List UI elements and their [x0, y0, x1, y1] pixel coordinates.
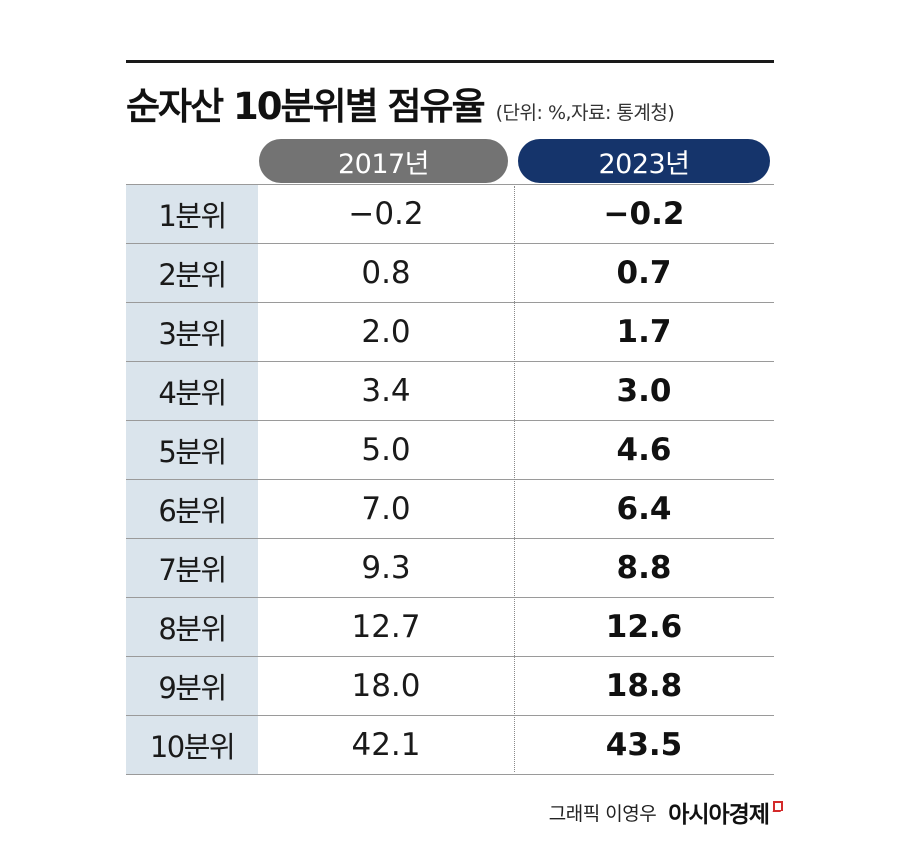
- chart-title: 순자산 10분위별 점유율: [126, 85, 486, 128]
- column-header-2023: 2023년: [518, 139, 770, 183]
- chart-subtitle: (단위: %,자료: 통계청): [495, 102, 675, 124]
- value-2017: 12.7: [351, 609, 421, 645]
- top-rule: [126, 60, 774, 63]
- decile-label: 3분위: [126, 303, 258, 361]
- value-2017: 18.0: [351, 668, 421, 704]
- table-row: 6분위 7.0 6.4: [126, 479, 774, 538]
- table-row: 1분위 −0.2 −0.2: [126, 184, 774, 243]
- table-row: 2분위 0.8 0.7: [126, 243, 774, 302]
- publisher-logo: 아시아경제: [668, 802, 770, 828]
- value-2017: 0.8: [361, 255, 411, 291]
- table-row: 10분위 42.1 43.5: [126, 715, 774, 775]
- table-row: 7분위 9.3 8.8: [126, 538, 774, 597]
- decile-label: 4분위: [126, 362, 258, 420]
- table-row: 5분위 5.0 4.6: [126, 420, 774, 479]
- value-2023: 4.6: [616, 432, 672, 468]
- decile-label: 8분위: [126, 598, 258, 656]
- data-table: 1분위 −0.2 −0.2 2분위 0.8 0.7 3분위 2.0 1.7 4분위 3.4 3.0 5분…: [126, 184, 774, 775]
- value-2017: −0.2: [348, 196, 424, 232]
- value-2023: 3.0: [616, 373, 672, 409]
- title-row: 순자산 10분위별 점유율 (단위: %,자료: 통계청): [126, 76, 776, 128]
- value-2023: 12.6: [605, 609, 683, 645]
- credit: 그래픽 이영우 아시아경제: [548, 795, 783, 829]
- decile-label: 7분위: [126, 539, 258, 597]
- table-row: 3분위 2.0 1.7: [126, 302, 774, 361]
- decile-label: 9분위: [126, 657, 258, 715]
- table-row: 4분위 3.4 3.0: [126, 361, 774, 420]
- graphic-credit: 그래픽 이영우: [548, 802, 657, 825]
- decile-label: 1분위: [126, 185, 258, 243]
- value-2017: 9.3: [361, 550, 411, 586]
- decile-label: 6분위: [126, 480, 258, 538]
- value-2023: 43.5: [605, 727, 683, 763]
- value-2017: 42.1: [351, 727, 421, 763]
- table-row: 9분위 18.0 18.8: [126, 656, 774, 715]
- table-row: 8분위 12.7 12.6: [126, 597, 774, 656]
- decile-label: 5분위: [126, 421, 258, 479]
- decile-label: 10분위: [126, 716, 258, 774]
- value-2023: 0.7: [616, 255, 672, 291]
- value-2023: −0.2: [603, 196, 685, 232]
- column-divider: [514, 186, 515, 772]
- value-2017: 5.0: [361, 432, 411, 468]
- value-2017: 7.0: [361, 491, 411, 527]
- column-header-2017: 2017년: [259, 139, 508, 183]
- decile-label: 2분위: [126, 244, 258, 302]
- value-2023: 6.4: [616, 491, 672, 527]
- value-2017: 2.0: [361, 314, 411, 350]
- value-2023: 18.8: [605, 668, 683, 704]
- value-2017: 3.4: [361, 373, 411, 409]
- asiae-logo-icon: [772, 801, 783, 813]
- value-2023: 8.8: [616, 550, 672, 586]
- value-2023: 1.7: [616, 314, 672, 350]
